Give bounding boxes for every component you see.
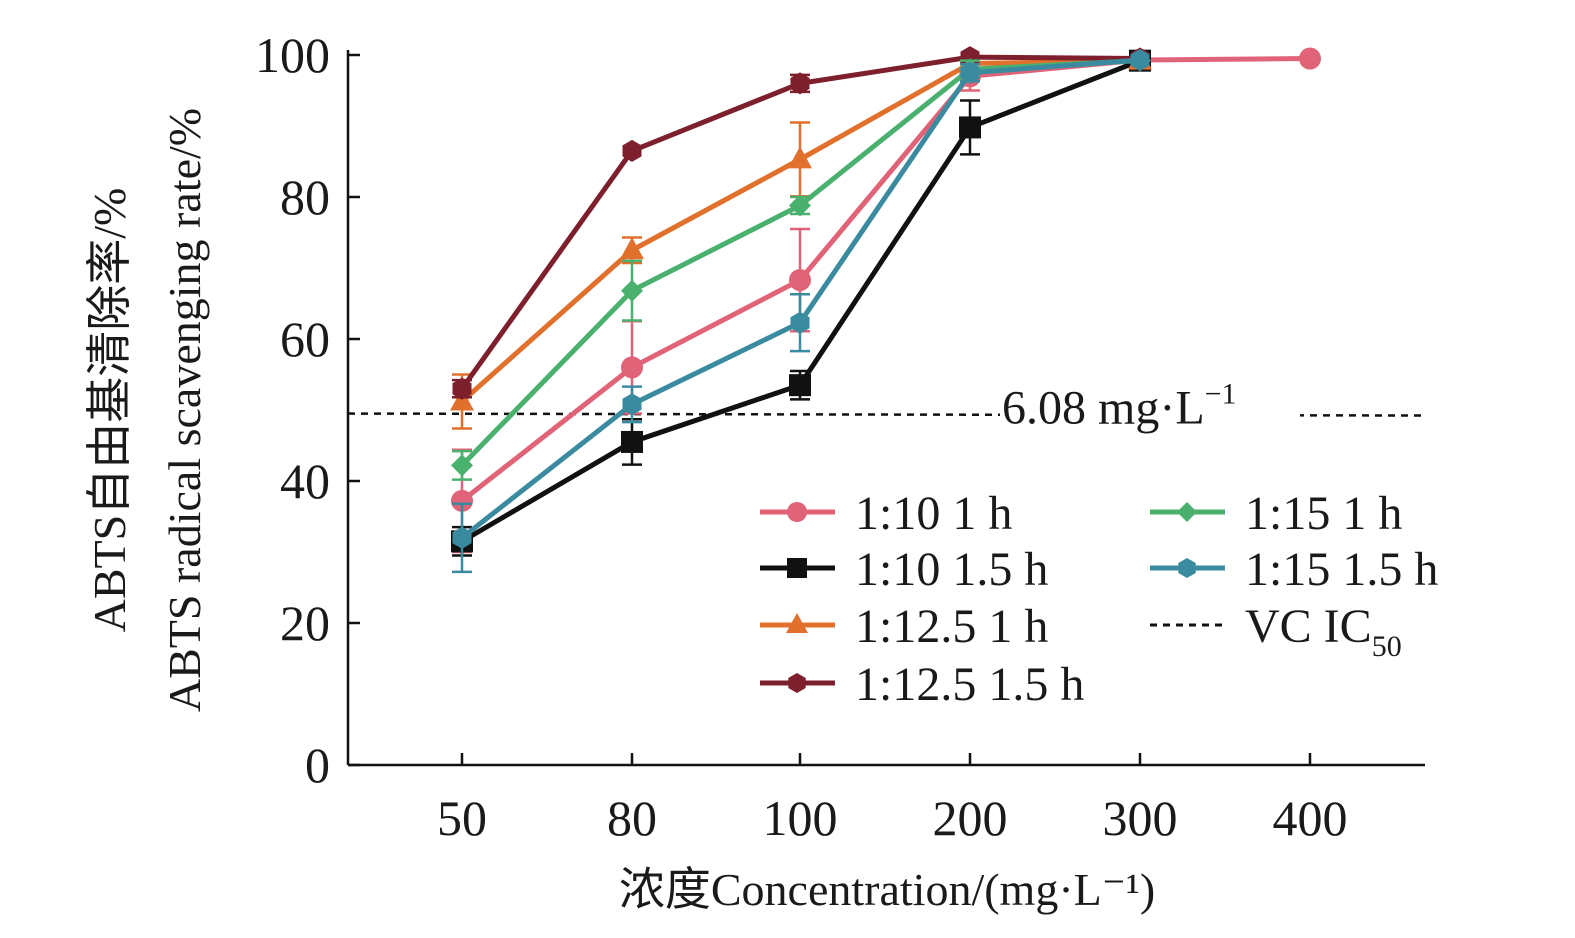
- y-tick-label: 0: [305, 737, 330, 793]
- legend-label: 1:12.5 1.5 h: [855, 658, 1084, 711]
- y-tick-label: 40: [280, 453, 330, 509]
- data-point: [621, 356, 643, 379]
- legend-label-subscript: 50: [1372, 630, 1402, 663]
- legend-label: 1:10 1 h: [855, 487, 1012, 540]
- data-point: [787, 502, 807, 522]
- series-1: [451, 47, 1321, 554]
- legend-item: 1:10 1.5 h: [760, 543, 1048, 596]
- x-tick-label: 100: [763, 790, 838, 846]
- data-point: [622, 393, 642, 416]
- x-tick-label: 80: [607, 790, 657, 846]
- data-point: [786, 613, 808, 633]
- legend-item: 1:10 1 h: [760, 487, 1012, 540]
- data-point: [621, 279, 643, 302]
- reference-label-main: 6.08 mg·L: [1002, 382, 1205, 435]
- data-point: [960, 61, 980, 84]
- series-2: [451, 49, 1151, 557]
- legend-item: 1:12.5 1 h: [760, 600, 1048, 653]
- data-point: [959, 116, 981, 139]
- annotation-bg: [1000, 373, 1300, 426]
- data-point: [788, 146, 812, 169]
- x-tick-label: 50: [437, 790, 487, 846]
- legend-label: 1:10 1.5 h: [855, 543, 1048, 596]
- y-tick-label: 20: [280, 595, 330, 651]
- reference-label: 6.08 mg·L−1: [1002, 378, 1237, 435]
- data-point: [790, 311, 810, 334]
- legend-label-main: VC IC: [1245, 600, 1372, 653]
- data-point: [621, 430, 643, 453]
- legend-label: 1:15 1 h: [1245, 487, 1402, 540]
- legend-label: 1:15 1.5 h: [1245, 543, 1438, 596]
- data-point: [622, 139, 642, 162]
- y-axis-title-en: ABTS radical scavenging rate/%: [159, 108, 210, 712]
- x-tick-label: 400: [1273, 790, 1348, 846]
- data-point: [960, 46, 980, 69]
- series-line: [460, 56, 1311, 503]
- data-point: [452, 526, 472, 549]
- data-point: [789, 374, 811, 397]
- legend-item-reference: VC IC50: [1150, 600, 1402, 663]
- data-point: [789, 194, 811, 217]
- x-axis-title: 浓度Concentration/(mg·L⁻¹): [619, 864, 1155, 915]
- x-tick-label: 200: [933, 790, 1008, 846]
- data-point: [790, 72, 810, 95]
- data-point: [451, 454, 473, 477]
- y-tick-label: 60: [280, 311, 330, 367]
- series-6: [452, 49, 1150, 574]
- data-point: [789, 269, 811, 292]
- legend-label: VC IC50: [1245, 600, 1402, 663]
- data-point: [787, 558, 807, 578]
- legend-item: 1:12.5 1.5 h: [760, 658, 1084, 711]
- y-axis-title-cn: ABTS自由基清除率/%: [84, 188, 135, 633]
- data-point: [452, 377, 472, 400]
- reference-label-sup: −1: [1205, 378, 1237, 411]
- legend-item: 1:15 1.5 h: [1150, 543, 1438, 596]
- legend-item: 1:15 1 h: [1150, 487, 1402, 540]
- data-point: [1178, 558, 1196, 578]
- data-point: [451, 489, 473, 512]
- data-point: [1177, 502, 1197, 522]
- data-point: [620, 237, 644, 260]
- y-tick-label: 80: [280, 169, 330, 225]
- reference-annotation: 6.08 mg·L−1: [1000, 373, 1300, 435]
- data-point: [1299, 47, 1321, 70]
- y-tick-label: 100: [255, 27, 330, 83]
- x-tick-label: 300: [1103, 790, 1178, 846]
- legend-label: 1:12.5 1 h: [855, 600, 1048, 653]
- data-point: [788, 673, 806, 693]
- data-point: [1130, 49, 1150, 71]
- series-4: [452, 46, 1150, 400]
